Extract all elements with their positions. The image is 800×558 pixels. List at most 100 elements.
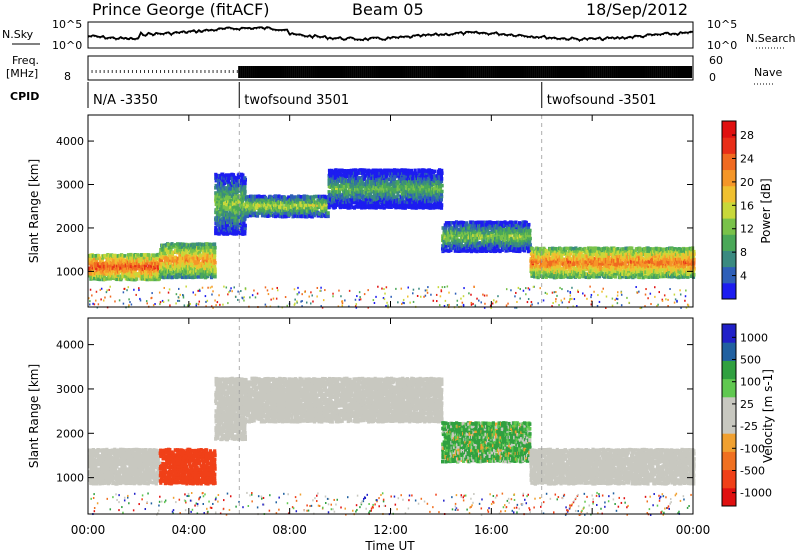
echo-speckle — [192, 291, 194, 293]
echo-speckle — [519, 288, 521, 290]
echo-speckle — [211, 286, 213, 288]
echo-speckle — [340, 295, 342, 297]
echo-speckle — [425, 295, 427, 297]
echo-speckle — [94, 303, 96, 305]
echo-speckle — [383, 288, 385, 290]
echo-speckle — [198, 303, 200, 305]
echo-speckle — [287, 305, 289, 307]
echo-speckle — [457, 300, 459, 302]
echo-speckle — [665, 298, 667, 300]
echo-speckle — [273, 298, 275, 300]
echo-speckle — [492, 302, 494, 304]
echo-speckle — [230, 287, 232, 289]
echo-speckle — [126, 289, 128, 291]
echo-speckle — [545, 292, 547, 294]
echo-speckle — [514, 295, 516, 297]
echo-speckle — [344, 299, 346, 301]
echo-speckle — [593, 291, 595, 293]
echo-speckle — [669, 288, 671, 290]
echo-speckle — [586, 298, 588, 300]
echo-speckle — [650, 303, 652, 305]
echo-speckle — [123, 303, 125, 305]
echo-speckle — [525, 287, 527, 289]
echo-speckle — [506, 288, 508, 290]
echo-speckle — [617, 291, 619, 293]
echo-speckle — [294, 303, 296, 305]
echo-speckle — [184, 304, 186, 306]
echo-speckle — [612, 305, 614, 307]
echo-speckle — [255, 296, 257, 298]
echo-speckle — [568, 301, 570, 303]
echo-speckle — [403, 299, 405, 301]
echo-speckle — [367, 289, 369, 291]
echo-speckle — [387, 304, 389, 306]
echo-speckle — [455, 293, 457, 295]
echo-speckle — [448, 304, 450, 306]
echo-speckle — [332, 295, 334, 297]
echo-speckle — [570, 291, 572, 293]
echo-cell-band-4 — [440, 198, 443, 202]
echo-speckle — [243, 296, 245, 298]
echo-speckle — [183, 295, 185, 297]
echo-speckle — [554, 291, 556, 293]
echo-speckle — [401, 288, 403, 290]
echo-speckle — [235, 296, 237, 298]
echo-speckle — [199, 290, 201, 292]
echo-cell-band-2 — [226, 224, 229, 228]
echo-speckle — [679, 289, 681, 291]
echo-speckle — [531, 304, 533, 306]
echo-speckle — [559, 287, 561, 289]
echo-speckle — [599, 301, 601, 303]
echo-speckle — [202, 287, 204, 289]
echo-speckle — [531, 301, 533, 303]
echo-speckle — [217, 301, 219, 303]
echo-cell-band-1 — [214, 275, 217, 279]
echo-speckle — [373, 299, 375, 301]
echo-speckle — [484, 295, 486, 297]
echo-speckle — [507, 303, 509, 305]
echo-speckle — [436, 294, 438, 296]
noise-sky-line — [88, 27, 693, 40]
echo-speckle — [249, 296, 251, 298]
echo-speckle — [409, 302, 411, 304]
echo-speckle — [310, 302, 312, 304]
echo-cell-band-0 — [135, 277, 138, 281]
echo-speckle — [164, 287, 166, 289]
echo-cell-band-4 — [440, 203, 443, 207]
echo-speckle — [197, 290, 199, 292]
echo-cell-band-2 — [244, 224, 247, 228]
echo-speckle — [539, 287, 541, 289]
echo-speckle — [240, 290, 242, 292]
title-beam: Beam 05 — [352, 0, 424, 19]
echo-speckle — [552, 302, 554, 304]
echo-speckle — [386, 286, 388, 288]
echo-speckle — [270, 299, 272, 301]
echo-speckle — [439, 304, 441, 306]
echo-speckle — [332, 293, 334, 295]
echo-speckle — [555, 298, 557, 300]
echo-speckle — [285, 296, 287, 298]
noise-tick-left-0: 10^5 — [52, 18, 82, 31]
echo-speckle — [219, 304, 221, 306]
echo-speckle — [104, 297, 106, 299]
echo-speckle — [212, 290, 214, 292]
echo-speckle — [558, 304, 560, 306]
echo-speckle — [169, 304, 171, 306]
echo-speckle — [495, 301, 497, 303]
noise-tick-left-1: 10^0 — [52, 39, 82, 52]
echo-speckle — [252, 294, 254, 296]
echo-speckle — [562, 301, 564, 303]
echo-speckle — [129, 301, 131, 303]
echo-speckle — [214, 300, 216, 302]
echo-speckle — [89, 300, 91, 302]
echo-speckle — [463, 295, 465, 297]
echo-speckle — [497, 295, 499, 297]
echo-speckle — [237, 299, 239, 301]
echo-speckle — [685, 290, 687, 292]
echo-speckle — [441, 289, 443, 291]
echo-speckle — [233, 286, 235, 288]
echo-cell-band-3 — [327, 215, 330, 219]
echo-speckle — [196, 303, 198, 305]
echo-speckle — [178, 296, 180, 298]
